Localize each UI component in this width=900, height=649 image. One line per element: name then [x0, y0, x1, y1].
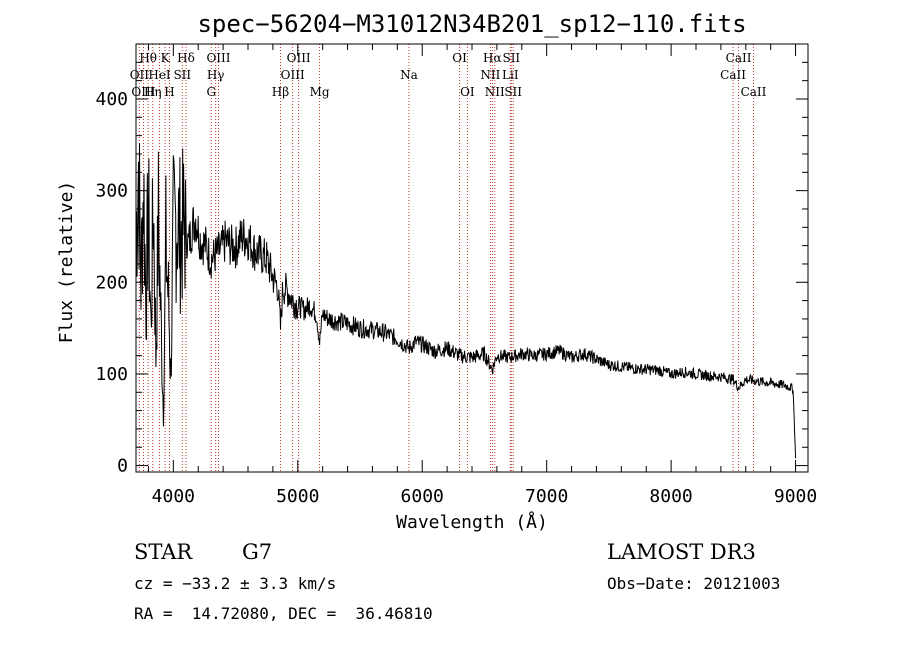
- line-label-9: OIII: [206, 51, 230, 65]
- x-tick-label: 7000: [525, 486, 568, 507]
- line-label-8: Hδ: [177, 51, 195, 65]
- line-label-17: OI: [452, 51, 467, 65]
- x-tick-label: 4000: [152, 486, 195, 507]
- line-label-3: Hη: [144, 85, 162, 99]
- object-class: STAR: [134, 540, 193, 564]
- chart-title: spec−56204−M31012N34B201_sp12−110.fits: [197, 10, 746, 38]
- y-tick-label: 200: [95, 272, 128, 293]
- y-axis-ticks: 0 100 200 300 400: [95, 61, 808, 477]
- line-label-15: Mg: [310, 85, 330, 99]
- line-label-12: Hβ: [272, 85, 289, 99]
- line-label-21: NII: [485, 85, 505, 99]
- line-label-7: SII: [173, 68, 191, 82]
- y-tick-label: 0: [117, 456, 128, 477]
- x-axis-ticks: 4000 5000 6000 7000 8000 9000: [147, 44, 817, 507]
- y-tick-label: 400: [95, 89, 128, 110]
- line-label-11: G: [206, 85, 216, 99]
- line-label-25: CaII: [726, 51, 752, 65]
- line-label-20: NII: [480, 68, 500, 82]
- object-subclass: G7: [242, 540, 273, 564]
- x-tick-label: 6000: [401, 486, 444, 507]
- line-label-0: Hθ: [139, 51, 157, 65]
- line-label-16: Na: [400, 68, 418, 82]
- line-label-26: CaII: [720, 68, 746, 82]
- coordinates: RA = 14.72080, DEC = 36.46810: [134, 604, 433, 623]
- line-label-13: OIII: [281, 68, 305, 82]
- x-axis-label: Wavelength (Å): [396, 511, 548, 533]
- line-label-14: OIII: [287, 51, 311, 65]
- redshift-cz: cz = −33.2 ± 3.3 km/s: [134, 574, 337, 593]
- x-tick-label: 5000: [276, 486, 319, 507]
- x-tick-label: 9000: [774, 486, 817, 507]
- line-label-19: Hα: [483, 51, 502, 65]
- spectrum-line: [135, 143, 797, 459]
- line-label-22: SII: [502, 51, 520, 65]
- line-label-10: Hγ: [207, 68, 225, 82]
- line-label-2: OIII: [131, 85, 155, 99]
- survey-name: LAMOST DR3: [607, 540, 756, 564]
- y-tick-label: 300: [95, 181, 128, 202]
- line-label-24: SII: [504, 85, 522, 99]
- line-label-1: OII: [130, 68, 150, 82]
- emission-line-markers: [138, 44, 754, 472]
- line-label-27: CaII: [741, 85, 767, 99]
- observation-date: Obs−Date: 20121003: [607, 574, 781, 593]
- y-tick-label: 100: [95, 364, 128, 385]
- x-tick-label: 8000: [649, 486, 692, 507]
- y-axis-label: Flux (relative): [56, 181, 77, 344]
- line-label-23: LiI: [502, 68, 519, 82]
- line-label-4: K: [161, 51, 171, 65]
- line-label-18: OI: [460, 85, 475, 99]
- line-label-5: HeI: [148, 68, 171, 82]
- line-label-6: H: [164, 85, 174, 99]
